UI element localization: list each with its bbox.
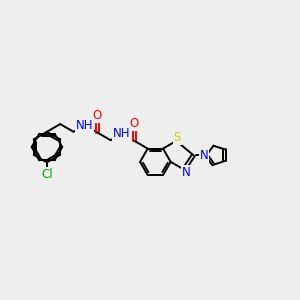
Text: O: O — [130, 117, 139, 130]
Text: O: O — [93, 109, 102, 122]
Text: NH: NH — [113, 127, 130, 140]
Text: N: N — [200, 149, 208, 162]
Text: S: S — [173, 131, 181, 145]
Text: Cl: Cl — [41, 168, 53, 181]
Text: NH: NH — [76, 119, 94, 132]
Text: N: N — [182, 166, 191, 179]
